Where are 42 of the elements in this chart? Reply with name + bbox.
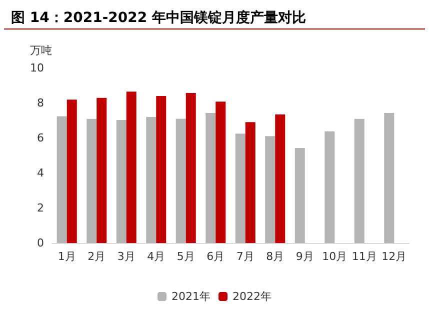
bar [176, 118, 186, 243]
x-tick-label: 12月 [382, 250, 407, 263]
x-tick-label: 9月 [296, 250, 314, 263]
x-tick-label: 3月 [117, 250, 136, 263]
bar [245, 122, 256, 243]
y-tick-label: 4 [37, 166, 44, 180]
y-tick-label: 6 [37, 132, 44, 144]
bar [294, 148, 305, 243]
bar [146, 117, 156, 243]
x-tick-label: 11月 [352, 250, 377, 263]
y-tick-label: 0 [37, 236, 44, 250]
x-tick-label: 10月 [322, 250, 348, 263]
bar [275, 114, 286, 243]
bar [116, 120, 126, 243]
bar [206, 112, 216, 243]
x-tick-label: 6月 [206, 250, 225, 263]
bar [96, 98, 107, 243]
bar [66, 100, 77, 243]
bar [186, 93, 196, 243]
y-tick-label: 8 [37, 96, 44, 110]
bar [56, 116, 67, 243]
y-tick-label: 2 [37, 202, 44, 214]
bar [126, 92, 136, 243]
chart-title: 图 14：2021-2022 年中国镁锭月度产量对比 [11, 9, 306, 26]
bar [324, 131, 335, 243]
x-tick-label: 7月 [236, 250, 254, 263]
y-axis-title: 万吨 [30, 44, 52, 57]
x-tick-label: 4月 [147, 250, 166, 263]
bar [384, 112, 394, 243]
bar [265, 136, 276, 243]
legend-label: 2021年 [172, 290, 211, 303]
bar [86, 118, 97, 243]
legend-label: 2022年 [232, 290, 272, 303]
bar [354, 118, 364, 243]
x-tick-label: 1月 [58, 250, 76, 263]
y-tick-label: 10 [30, 62, 44, 74]
bar [156, 96, 166, 243]
x-tick-label: 5月 [176, 250, 195, 263]
x-tick-label: 8月 [266, 250, 284, 263]
x-tick-label: 2月 [88, 250, 106, 263]
bar [216, 102, 226, 243]
bar [235, 134, 246, 243]
